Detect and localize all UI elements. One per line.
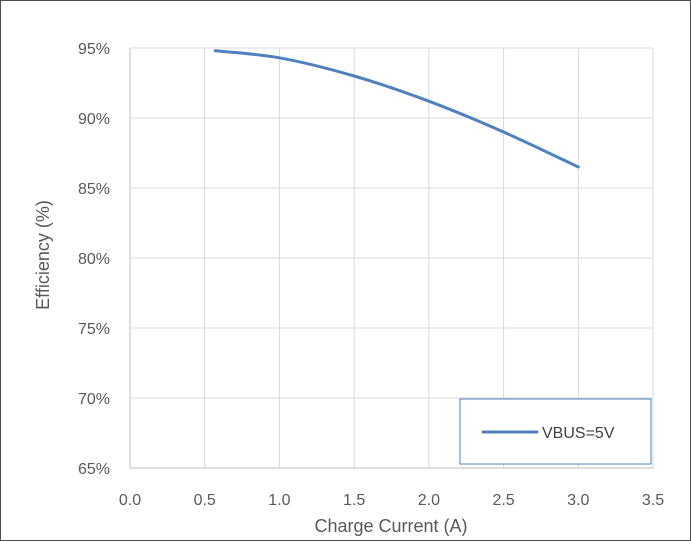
y-tick-label: 95%	[78, 41, 110, 58]
x-tick-label: 0.0	[119, 492, 141, 509]
x-tick-label: 1.0	[268, 492, 290, 509]
grid	[130, 47, 654, 468]
series-line	[213, 49, 580, 169]
x-axis-title: Charge Current (A)	[314, 516, 467, 536]
y-tick-label: 80%	[78, 251, 110, 268]
y-tick-label: 75%	[78, 321, 110, 338]
axes	[129, 48, 653, 469]
legend: VBUS=5V	[459, 398, 652, 465]
y-tick-label: 70%	[78, 391, 110, 408]
y-axis-title: Efficiency (%)	[33, 200, 53, 310]
legend-entry: VBUS=5V	[542, 425, 615, 442]
series-layer	[213, 49, 580, 169]
x-tick-label: 2.5	[492, 492, 514, 509]
tick-labels: 0.0 0.5 1.0 1.5 2.0 2.5 3.0 3.5 65% 70% 75% 80% 85% 9…	[78, 41, 664, 509]
x-tick-label: 0.5	[194, 492, 216, 509]
y-tick-label: 65%	[78, 461, 110, 478]
x-tick-label: 3.5	[642, 492, 664, 509]
y-tick-label: 85%	[78, 181, 110, 198]
x-tick-label: 3.0	[567, 492, 589, 509]
x-tick-label: 1.5	[343, 492, 365, 509]
x-tick-label: 2.0	[418, 492, 440, 509]
y-tick-label: 90%	[78, 111, 110, 128]
